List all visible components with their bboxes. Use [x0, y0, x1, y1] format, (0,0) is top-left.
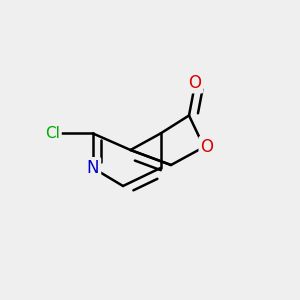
- Text: O: O: [200, 138, 214, 156]
- Text: O: O: [188, 74, 202, 92]
- Text: N: N: [87, 159, 99, 177]
- Text: Cl: Cl: [45, 126, 60, 141]
